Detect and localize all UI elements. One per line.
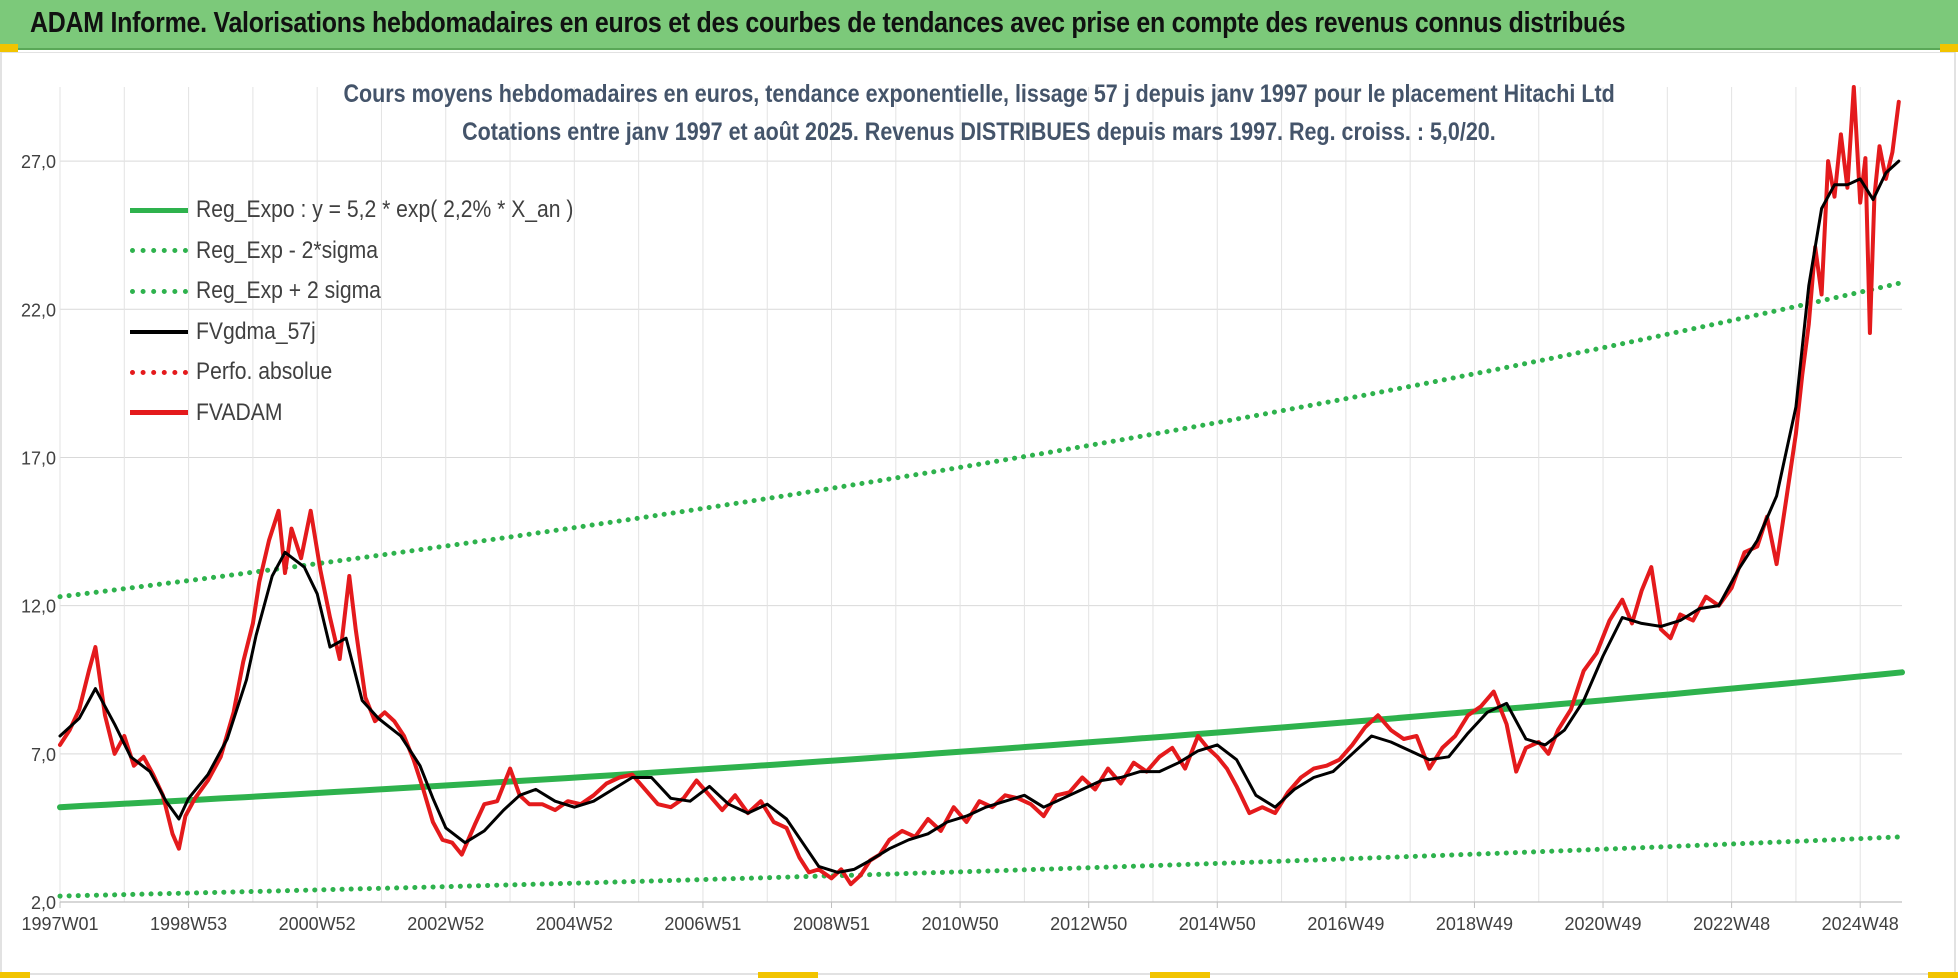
page-title: ADAM Informe. Valorisations hebdomadaire… bbox=[30, 7, 1626, 39]
x-tick-label: 2022W48 bbox=[1693, 914, 1770, 934]
legend-swatch bbox=[130, 329, 188, 334]
x-tick-label: 2002W52 bbox=[407, 914, 484, 934]
y-tick-label: 12,0 bbox=[21, 597, 56, 617]
grid bbox=[0, 52, 1956, 975]
legend-label: FVADAM bbox=[196, 398, 283, 426]
bottom-mark bbox=[1150, 972, 1210, 978]
legend-item: Reg_Exp - 2*sigma bbox=[130, 231, 625, 272]
x-tick-label: 2016W49 bbox=[1307, 914, 1384, 934]
legend-label: Reg_Exp + 2 sigma bbox=[196, 277, 381, 305]
x-tick-label: 2004W52 bbox=[536, 914, 613, 934]
header-banner: ADAM Informe. Valorisations hebdomadaire… bbox=[0, 0, 1958, 52]
x-tick-label: 1998W53 bbox=[150, 914, 227, 934]
x-tick-label: 2006W51 bbox=[664, 914, 741, 934]
legend-label: Reg_Expo : y = 5,2 * exp( 2,2% * X_an ) bbox=[196, 196, 574, 224]
series-line-0 bbox=[57, 669, 1905, 811]
x-tick-label: 2012W50 bbox=[1050, 914, 1127, 934]
legend-item: Reg_Expo : y = 5,2 * exp( 2,2% * X_an ) bbox=[130, 190, 625, 231]
x-tick-label: 2018W49 bbox=[1436, 914, 1513, 934]
legend-swatch bbox=[130, 410, 188, 416]
y-axis-ticks: 2,0 7,0 12,0 17,0 22,0 27,0 bbox=[21, 152, 56, 913]
x-tick-label: 2010W50 bbox=[922, 914, 999, 934]
x-tick-label: 1997W01 bbox=[21, 914, 98, 934]
x-tick-label: 2000W52 bbox=[279, 914, 356, 934]
y-tick-label: 7,0 bbox=[31, 745, 56, 765]
series-line-2 bbox=[57, 280, 1905, 600]
x-tick-label: 2024W48 bbox=[1822, 914, 1899, 934]
x-tick-label: 2014W50 bbox=[1179, 914, 1256, 934]
chart-frame bbox=[0, 52, 1956, 975]
legend-label: Perfo. absolue bbox=[196, 358, 333, 386]
chart-title-text: Cours moyens hebdomadaires en euros, ten… bbox=[343, 80, 1615, 108]
bottom-mark bbox=[1928, 972, 1958, 978]
y-tick-label: 17,0 bbox=[21, 448, 56, 468]
corner-mark-right bbox=[1940, 44, 1958, 52]
y-tick-label: 2,0 bbox=[31, 893, 56, 913]
line-chart: 2,0 7,0 12,0 17,0 22,0 27,0 1997W01 1998W53 200… bbox=[0, 52, 1956, 975]
legend-swatch bbox=[130, 369, 188, 375]
bottom-mark bbox=[0, 972, 30, 978]
legend: Reg_Expo : y = 5,2 * exp( 2,2% * X_an ) R… bbox=[130, 190, 625, 433]
chart-subtitle: Cotations entre janv 1997 et août 2025. … bbox=[0, 118, 1958, 147]
chart-area: 2,0 7,0 12,0 17,0 22,0 27,0 1997W01 1998W53 200… bbox=[0, 52, 1958, 978]
series-line-1 bbox=[57, 834, 1905, 899]
x-tick-label: 2008W51 bbox=[793, 914, 870, 934]
legend-item: FVADAM bbox=[130, 393, 625, 434]
legend-label: FVgdma_57j bbox=[196, 317, 316, 345]
legend-swatch bbox=[130, 207, 188, 213]
y-tick-label: 27,0 bbox=[21, 152, 56, 172]
legend-swatch bbox=[130, 248, 188, 254]
corner-mark-left bbox=[0, 44, 18, 52]
series-line-3 bbox=[58, 159, 1901, 874]
bottom-mark bbox=[758, 972, 818, 978]
y-tick-label: 22,0 bbox=[21, 300, 56, 320]
series-layer bbox=[57, 85, 1905, 899]
legend-item: Perfo. absolue bbox=[130, 352, 625, 393]
legend-item: Reg_Exp + 2 sigma bbox=[130, 271, 625, 312]
chart-title: Cours moyens hebdomadaires en euros, ten… bbox=[0, 80, 1958, 109]
legend-swatch bbox=[130, 288, 188, 294]
x-axis-ticks: 1997W01 1998W53 2000W52 2002W52 2004W52 2006W… bbox=[21, 902, 1899, 934]
x-tick-label: 2020W49 bbox=[1565, 914, 1642, 934]
legend-item: FVgdma_57j bbox=[130, 312, 625, 353]
legend-label: Reg_Exp - 2*sigma bbox=[196, 236, 378, 264]
chart-subtitle-text: Cotations entre janv 1997 et août 2025. … bbox=[462, 118, 1496, 146]
